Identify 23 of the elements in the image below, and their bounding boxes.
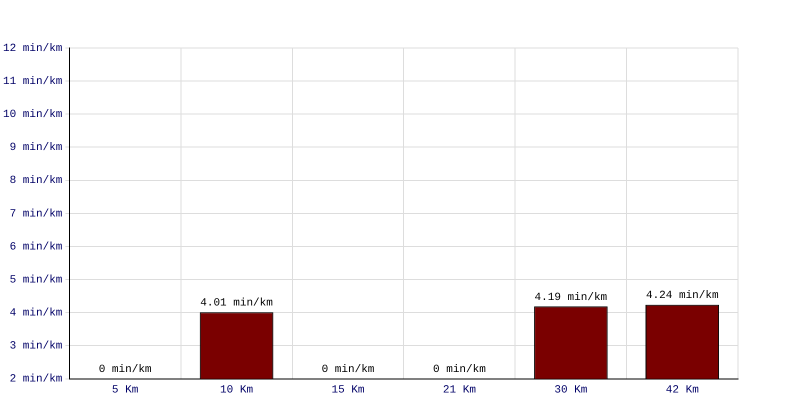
text: 0 min/km xyxy=(98,364,152,376)
y-tick-label: 8 min/km xyxy=(10,175,63,188)
x-tick-label: 30 Km xyxy=(554,384,588,396)
y-tick-label: 3 min/km xyxy=(10,340,63,353)
x-tick-label: 42 Km xyxy=(666,384,700,396)
text: 0 min/km xyxy=(433,364,486,376)
y-tick-label: 5 min/km xyxy=(10,274,63,286)
y-tick-label: 2 min/km xyxy=(10,374,63,386)
y-tick-label: 10 min/km xyxy=(2,109,63,122)
data-label: 4.01 min/km xyxy=(200,298,274,310)
y-tick-label: 9 min/km xyxy=(10,142,63,154)
data-label: 4.19 min/km xyxy=(534,292,608,304)
y-tick-label: 6 min/km xyxy=(10,241,63,254)
y-tick-label: 4 min/km xyxy=(10,308,63,320)
x-tick-label: 21 Km xyxy=(442,384,476,396)
y-tick-label: 7 min/km xyxy=(10,208,63,220)
x-tick-label: 5 Km xyxy=(112,384,139,396)
data-label: 4.24 min/km xyxy=(646,290,719,302)
x-tick-label: 10 Km xyxy=(220,384,254,396)
x-tick-label: 15 Km xyxy=(331,384,365,396)
y-tick-label: 11 min/km xyxy=(2,76,63,88)
y-tick-label: 12 min/km xyxy=(2,42,63,55)
text: 0 min/km xyxy=(322,364,374,376)
